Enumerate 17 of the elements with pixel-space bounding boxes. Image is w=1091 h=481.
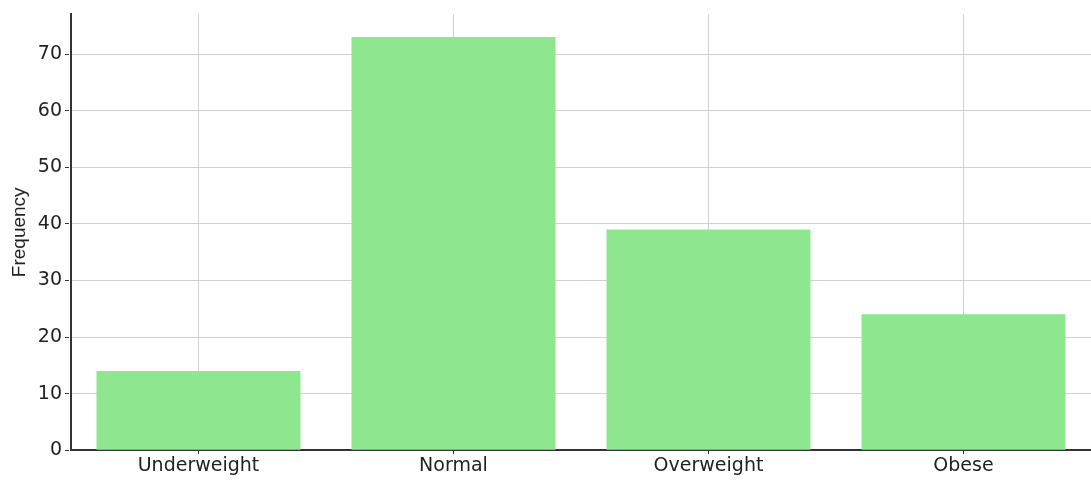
y-tick-label: 70 [37, 40, 62, 63]
y-axis-title: Frequency [7, 186, 29, 278]
y-tick-label: 50 [37, 154, 62, 177]
bar [606, 229, 811, 450]
y-tick-label: 10 [37, 380, 62, 403]
y-tick-label: 20 [37, 323, 62, 346]
x-tick-label: Underweight [137, 452, 260, 475]
bar [861, 314, 1066, 450]
bar [96, 370, 301, 450]
x-tick-label: Normal [419, 452, 488, 475]
y-tick-label: 0 [49, 437, 62, 460]
y-tick-label: 40 [37, 210, 62, 233]
y-tick-label: 60 [37, 97, 62, 120]
bar [351, 37, 556, 450]
x-tick-label: Obese [933, 452, 994, 475]
y-tick-label: 30 [37, 267, 62, 290]
x-tick-label: Overweight [653, 452, 764, 475]
